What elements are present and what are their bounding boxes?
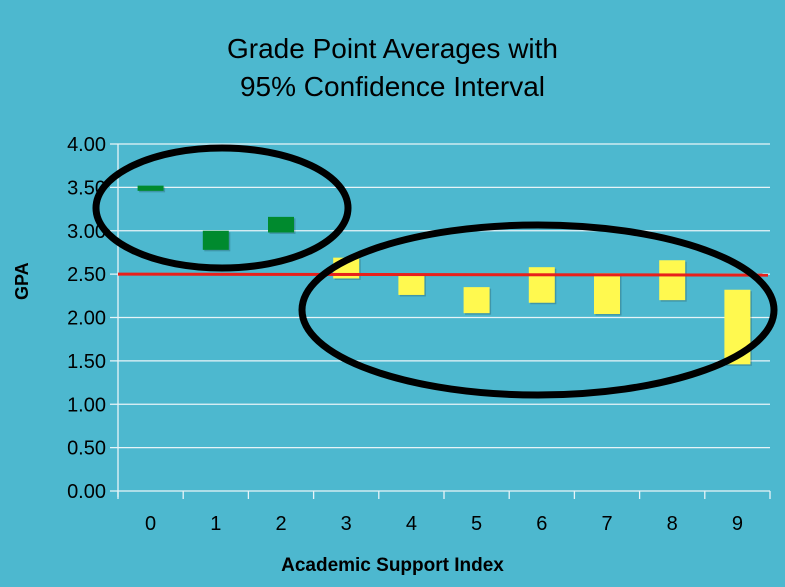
x-tick-label: 2 <box>275 513 286 535</box>
x-tick-label: 6 <box>536 513 547 535</box>
y-tick-label: 1.50 <box>67 351 106 373</box>
ci-bar-4 <box>398 274 425 295</box>
x-tick-label: 5 <box>471 513 482 535</box>
x-tick-label: 9 <box>732 513 743 535</box>
ci-bar-7 <box>594 273 620 315</box>
y-tick-label: 0.00 <box>67 481 106 503</box>
ellipse-annotation-low-index <box>92 144 352 272</box>
y-axis-label: GPA <box>12 262 32 300</box>
ellipse-annotation-high-index <box>298 221 778 399</box>
chart-title: Grade Point Averages with 95% Confidence… <box>0 30 785 106</box>
reference-line <box>117 272 769 277</box>
x-tick-label: 3 <box>341 513 352 535</box>
x-tick-label: 7 <box>601 513 612 535</box>
ci-bar-0 <box>137 185 164 191</box>
ci-bar-6 <box>528 267 555 303</box>
ci-bar-1 <box>202 230 229 250</box>
ci-bar-2 <box>268 216 294 233</box>
y-tick-label: 3.00 <box>67 221 106 243</box>
x-tick-label: 4 <box>406 513 417 535</box>
y-tick-label: 0.50 <box>67 438 106 460</box>
x-tick-label: 8 <box>667 513 678 535</box>
x-tick-label: 1 <box>210 513 221 535</box>
x-tick-label: 0 <box>145 513 156 535</box>
ci-bar-5 <box>463 287 490 314</box>
y-tick-label: 1.00 <box>67 394 106 416</box>
ci-bar-8 <box>659 260 686 301</box>
chart-title-line-2: 95% Confidence Interval <box>239 71 546 102</box>
y-tick-label: 2.00 <box>67 308 106 330</box>
y-tick-label: 2.50 <box>67 264 106 286</box>
chart-title-line-1: Grade Point Averages with <box>226 33 558 64</box>
x-axis-label: Academic Support Index <box>281 555 504 576</box>
y-tick-label: 4.00 <box>67 134 106 156</box>
